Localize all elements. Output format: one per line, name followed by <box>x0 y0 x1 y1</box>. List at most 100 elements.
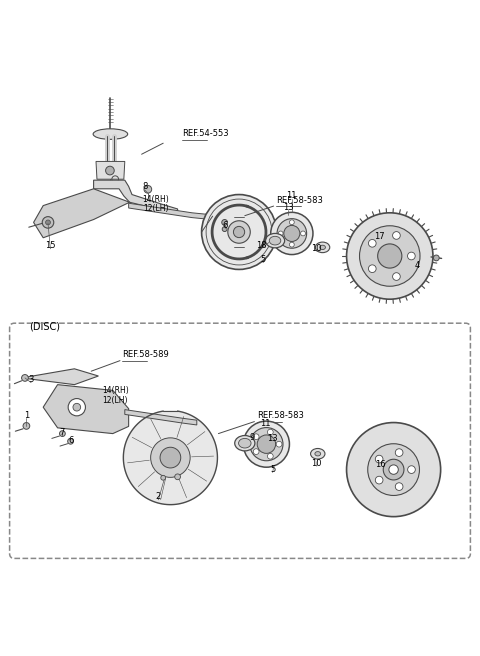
Ellipse shape <box>239 438 251 448</box>
Polygon shape <box>125 409 197 425</box>
Circle shape <box>289 220 294 224</box>
Ellipse shape <box>208 213 217 220</box>
Text: 9: 9 <box>250 433 254 442</box>
Ellipse shape <box>269 236 281 245</box>
Circle shape <box>267 429 273 435</box>
Text: 15: 15 <box>45 241 56 251</box>
Ellipse shape <box>320 245 325 249</box>
FancyBboxPatch shape <box>10 323 470 558</box>
Circle shape <box>23 422 30 429</box>
Text: 13: 13 <box>283 203 293 211</box>
Polygon shape <box>34 189 130 237</box>
Text: 16: 16 <box>375 461 386 469</box>
Circle shape <box>68 399 85 416</box>
Text: 7: 7 <box>60 428 65 437</box>
Circle shape <box>144 186 152 193</box>
Circle shape <box>368 443 420 495</box>
Circle shape <box>68 438 73 444</box>
Circle shape <box>396 483 403 491</box>
Text: (DISC): (DISC) <box>29 322 60 332</box>
Circle shape <box>389 465 398 474</box>
Ellipse shape <box>265 234 285 248</box>
Text: REF.54-553: REF.54-553 <box>182 129 229 138</box>
Ellipse shape <box>315 242 330 253</box>
Text: 14(RH): 14(RH) <box>102 386 129 395</box>
Text: 5: 5 <box>261 255 265 264</box>
Polygon shape <box>123 411 217 504</box>
Circle shape <box>42 216 54 228</box>
Circle shape <box>284 226 300 241</box>
Circle shape <box>393 232 400 239</box>
Polygon shape <box>22 369 98 384</box>
Text: 17: 17 <box>374 232 384 241</box>
Circle shape <box>106 166 114 175</box>
Text: 13: 13 <box>267 434 277 443</box>
Polygon shape <box>43 384 129 434</box>
Circle shape <box>369 239 376 247</box>
Text: 8: 8 <box>142 182 148 192</box>
Circle shape <box>433 255 439 261</box>
Circle shape <box>289 242 294 247</box>
Polygon shape <box>129 203 211 220</box>
Circle shape <box>408 466 415 474</box>
Circle shape <box>360 226 420 286</box>
Text: 14(RH): 14(RH) <box>143 195 169 204</box>
Circle shape <box>375 476 383 484</box>
Circle shape <box>257 435 276 453</box>
Circle shape <box>151 438 190 478</box>
Circle shape <box>276 441 282 447</box>
Text: 6: 6 <box>222 221 228 230</box>
Circle shape <box>300 231 305 236</box>
Text: 12(LH): 12(LH) <box>102 396 128 405</box>
Circle shape <box>22 375 28 381</box>
Circle shape <box>160 447 181 468</box>
Ellipse shape <box>93 129 128 139</box>
Text: 6: 6 <box>68 436 74 445</box>
Circle shape <box>375 455 383 463</box>
Circle shape <box>243 421 289 467</box>
Circle shape <box>271 213 313 255</box>
Circle shape <box>396 449 403 457</box>
Circle shape <box>60 431 65 436</box>
Circle shape <box>369 265 376 272</box>
Text: 12(LH): 12(LH) <box>143 203 169 213</box>
Text: 2: 2 <box>156 493 161 501</box>
Circle shape <box>161 476 166 480</box>
Text: 10: 10 <box>312 244 322 253</box>
Ellipse shape <box>235 436 255 451</box>
Text: 18: 18 <box>256 241 267 250</box>
Text: REF.58-583: REF.58-583 <box>276 195 323 205</box>
Circle shape <box>277 218 307 248</box>
Circle shape <box>383 459 404 480</box>
Circle shape <box>46 220 50 225</box>
Circle shape <box>222 227 227 232</box>
Text: 10: 10 <box>312 459 322 468</box>
Ellipse shape <box>311 449 325 459</box>
Text: 1: 1 <box>24 411 29 420</box>
Ellipse shape <box>315 451 321 456</box>
Circle shape <box>253 449 259 455</box>
Polygon shape <box>96 161 125 179</box>
Text: 3: 3 <box>28 375 34 384</box>
Circle shape <box>233 226 245 237</box>
Circle shape <box>73 403 81 411</box>
Circle shape <box>278 231 283 236</box>
Text: 5: 5 <box>270 465 275 474</box>
Polygon shape <box>94 180 178 214</box>
Circle shape <box>347 422 441 517</box>
Circle shape <box>228 221 250 243</box>
Text: REF.58-589: REF.58-589 <box>122 350 169 359</box>
Circle shape <box>250 428 283 461</box>
Circle shape <box>393 273 400 280</box>
Text: 11: 11 <box>260 419 270 428</box>
Circle shape <box>202 195 276 270</box>
Text: 4: 4 <box>415 261 420 270</box>
Text: REF.58-583: REF.58-583 <box>257 411 304 420</box>
Circle shape <box>408 252 415 260</box>
Circle shape <box>267 453 273 459</box>
Text: 11: 11 <box>287 192 297 201</box>
Circle shape <box>253 434 259 440</box>
Circle shape <box>175 474 180 480</box>
Circle shape <box>378 244 402 268</box>
Circle shape <box>222 220 228 225</box>
